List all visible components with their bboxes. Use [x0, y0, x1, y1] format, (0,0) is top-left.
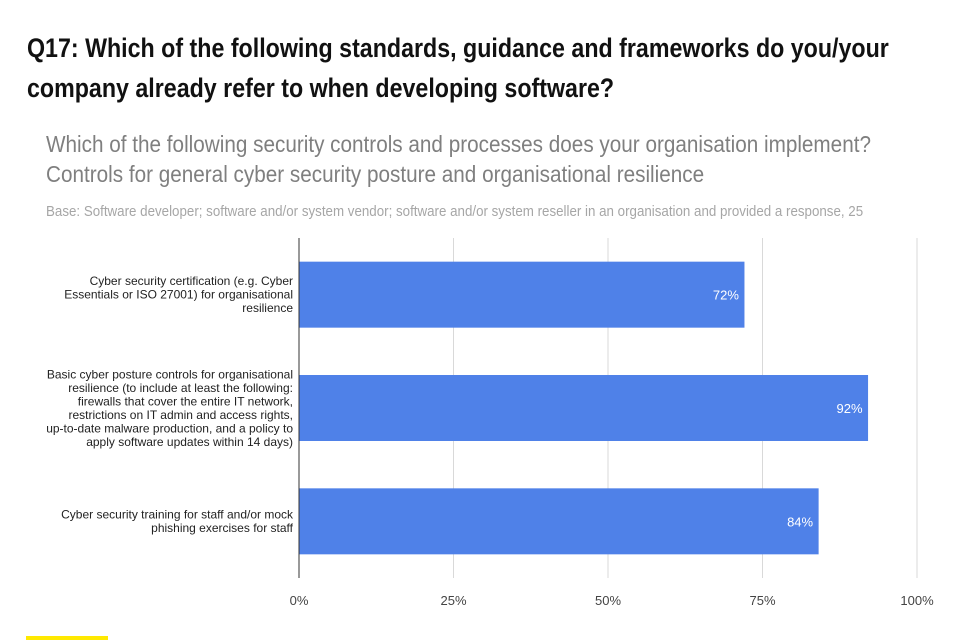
category-label-line: Cyber security certification (e.g. Cyber [90, 274, 293, 288]
category-label-line: resilience (to include at least the foll… [68, 381, 293, 395]
category-label-line: Essentials or ISO 27001) for organisatio… [64, 288, 293, 302]
category-label: Cyber security certification (e.g. Cyber… [64, 274, 293, 315]
bar-data-label: 72% [713, 288, 739, 303]
category-label-line: firewalls that cover the entire IT netwo… [78, 394, 293, 408]
category-label-line: apply software updates within 14 days) [86, 435, 293, 449]
page-title: Q17: Which of the following standards, g… [27, 33, 889, 103]
x-tick-label: 25% [440, 593, 466, 608]
category-label-line: restrictions on IT admin and access righ… [68, 408, 293, 422]
category-label-line: phishing exercises for staff [151, 521, 294, 535]
chart-subtitle: Base: Software developer; software and/o… [46, 204, 864, 220]
category-label-line: Basic cyber posture controls for organis… [47, 367, 293, 381]
x-tick-label: 75% [749, 593, 775, 608]
category-label-line: up-to-date malware production, and a pol… [46, 421, 293, 435]
x-tick-label: 0% [290, 593, 309, 608]
bar-data-label: 92% [837, 401, 863, 416]
bar [299, 261, 745, 328]
x-tick-label: 100% [900, 593, 934, 608]
category-label-line: Cyber security training for staff and/or… [61, 508, 294, 522]
footer-accent-bar [26, 636, 108, 640]
chart-title-line-1: Which of the following security controls… [46, 131, 871, 157]
category-label-line: resilience [242, 301, 293, 315]
category-label: Basic cyber posture controls for organis… [46, 367, 293, 449]
bar [299, 488, 819, 555]
x-tick-label: 50% [595, 593, 621, 608]
category-label: Cyber security training for staff and/or… [61, 508, 294, 536]
bar-data-label: 84% [787, 514, 813, 529]
chart-title-line-2: Controls for general cyber security post… [46, 161, 705, 187]
bar [299, 375, 869, 441]
